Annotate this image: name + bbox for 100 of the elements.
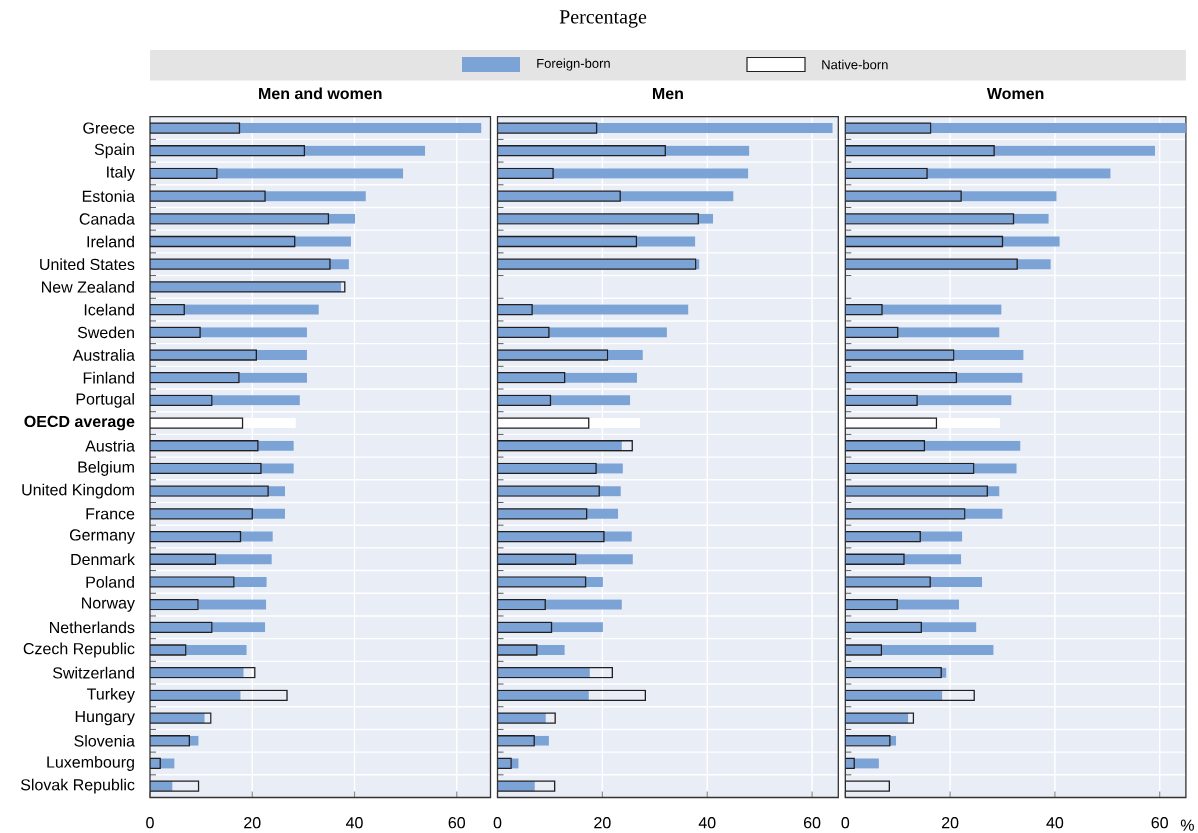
y-tick-label: Czech Republic [23, 642, 135, 658]
chart-subtitle: Percentage [559, 10, 647, 28]
bar [150, 258, 331, 270]
bar [845, 235, 1004, 248]
bar [497, 190, 621, 202]
bar [497, 689, 647, 702]
bar [150, 304, 319, 315]
y-tick-label: Turkey [87, 687, 135, 703]
bar [150, 554, 272, 565]
bar [150, 259, 349, 270]
bar [845, 644, 883, 656]
bar [497, 145, 750, 156]
bar [150, 372, 240, 384]
bar [497, 622, 603, 633]
bar [845, 462, 975, 475]
bar [150, 599, 267, 610]
bar [497, 485, 600, 497]
x-tick-label: 20 [244, 817, 261, 829]
bar [150, 236, 351, 247]
bar [845, 440, 926, 452]
bar [845, 190, 962, 202]
bar [845, 689, 975, 702]
bar [497, 599, 622, 610]
bar [150, 530, 242, 543]
x-tick-label: 20 [594, 817, 611, 829]
bar [150, 553, 217, 565]
chart-title: Women [986, 88, 1044, 100]
bar [150, 576, 235, 588]
bar [150, 485, 269, 497]
bar [845, 530, 921, 543]
y-tick-label: France [86, 508, 135, 520]
bar [497, 303, 533, 316]
y-tick-label: Netherlands [50, 621, 135, 634]
x-tick-label: 40 [1046, 817, 1064, 829]
y-tick-label: Finland [83, 371, 134, 384]
bar [497, 372, 566, 384]
bar [497, 735, 535, 747]
y-tick-label: Austria [85, 439, 135, 452]
bar [497, 690, 589, 701]
y-tick-label: Spain [94, 143, 134, 159]
bar [845, 576, 931, 588]
bar [497, 530, 605, 543]
chart-title: Men and women [259, 87, 382, 100]
y-tick-label: New Zealand [42, 281, 134, 293]
bar [497, 440, 622, 451]
y-tick-label: Canada [79, 212, 135, 225]
y-tick-label: United Kingdom [22, 483, 134, 499]
y-tick-label: Norway [82, 597, 135, 612]
bar [497, 462, 597, 475]
y-tick-label: Switzerland [52, 666, 134, 679]
bar [150, 622, 266, 633]
bar [497, 781, 535, 792]
bar [497, 576, 587, 588]
bar [845, 123, 1186, 134]
bar [150, 735, 191, 747]
bar [150, 508, 253, 520]
bar [845, 236, 1060, 247]
bar [497, 621, 553, 633]
bar [150, 712, 212, 724]
y-tick-label: Hungary [75, 710, 135, 726]
bar [150, 303, 185, 316]
bar [497, 780, 556, 792]
bar [845, 598, 898, 611]
y-tick-label: Iceland [84, 303, 134, 316]
bar [497, 145, 666, 157]
x-tick-label: 20 [942, 817, 959, 829]
bar [150, 531, 273, 542]
x-tick-label: 60 [448, 817, 466, 829]
bar [497, 167, 554, 180]
y-tick-label: OECD average [24, 415, 135, 431]
bar [497, 326, 550, 338]
bar [150, 190, 266, 202]
bar [497, 304, 689, 315]
bar [845, 304, 1002, 315]
bar [150, 122, 241, 134]
bar [150, 372, 307, 383]
bar [845, 213, 1015, 225]
bar [150, 145, 426, 156]
bar [845, 780, 890, 792]
bar [497, 508, 588, 520]
bar [150, 689, 288, 702]
y-tick-label: Sweden [77, 326, 134, 339]
bar [150, 417, 244, 429]
bar [150, 462, 262, 475]
x-tick-label: 60 [804, 817, 821, 829]
bar [150, 349, 257, 361]
bar [497, 349, 609, 361]
bar [150, 780, 200, 792]
bar [845, 168, 1111, 179]
bar [497, 395, 631, 406]
bar [845, 349, 955, 361]
bar [845, 622, 977, 633]
bar [150, 167, 218, 180]
x-tick-label: 40 [345, 817, 363, 829]
bar [497, 122, 598, 134]
bar [150, 644, 187, 656]
bar [845, 372, 1023, 383]
bar [497, 372, 637, 383]
y-tick-label: Belgium [78, 461, 134, 476]
bar [497, 440, 633, 452]
